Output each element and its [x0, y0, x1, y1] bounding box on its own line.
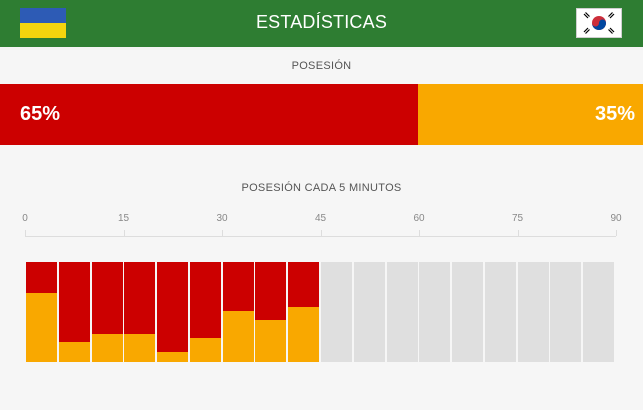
axis-tick	[124, 230, 125, 236]
away-possession-segment	[223, 311, 254, 362]
possession-interval-bar	[190, 262, 221, 362]
axis-tick	[25, 230, 26, 236]
axis-tick-label: 75	[511, 213, 524, 224]
home-possession-segment	[59, 262, 90, 342]
empty-interval-bar	[321, 262, 352, 362]
empty-interval-bar	[550, 262, 581, 362]
home-possession-segment	[26, 262, 57, 293]
possession-away-value: 35%	[594, 103, 635, 125]
axis-tick-label: 45	[314, 213, 327, 224]
empty-interval-bar	[387, 262, 418, 362]
possession-interval-bar	[255, 262, 286, 362]
possession-interval-bar	[223, 262, 254, 362]
ukraine-flag-icon	[20, 8, 66, 38]
possession-interval-bar	[92, 262, 123, 362]
empty-interval-bar	[583, 262, 614, 362]
possession-away-segment: 35%	[418, 84, 643, 145]
axis-tick-label: 0	[22, 213, 28, 224]
axis-tick-label: 30	[216, 213, 228, 224]
possession-home-value: 65%	[20, 103, 61, 125]
home-possession-segment	[157, 262, 188, 352]
axis-tick	[321, 230, 322, 236]
possession-interval-bar	[59, 262, 90, 362]
axis-tick	[419, 230, 420, 236]
axis-tick-label: 60	[413, 213, 425, 224]
possession-home-segment: 65%	[0, 84, 418, 145]
empty-interval-bar	[518, 262, 549, 362]
axis-tick	[616, 230, 617, 236]
away-possession-segment	[288, 307, 319, 362]
home-possession-segment	[223, 262, 254, 311]
axis-tick-label: 15	[117, 213, 130, 224]
away-possession-segment	[26, 293, 57, 362]
axis-line	[25, 236, 616, 237]
away-possession-segment	[255, 320, 286, 362]
possession-label: POSESIÓN	[291, 60, 352, 72]
possession-interval-bar	[124, 262, 155, 362]
away-possession-segment	[157, 352, 188, 362]
home-possession-segment	[288, 262, 319, 307]
possession-bar: 65% 35%	[0, 84, 643, 145]
possession-per-5-min-label: POSESIÓN CADA 5 MINUTOS	[241, 182, 402, 194]
south-korea-flag-icon	[576, 8, 622, 38]
empty-interval-bar	[485, 262, 516, 362]
away-possession-segment	[59, 342, 90, 362]
home-possession-segment	[92, 262, 123, 334]
home-possession-segment	[255, 262, 286, 320]
axis-tick	[518, 230, 519, 236]
empty-interval-bar	[419, 262, 450, 362]
empty-interval-bar	[354, 262, 385, 362]
away-possession-segment	[124, 334, 155, 362]
page-title: ESTADÍSTICAS	[255, 12, 388, 32]
possession-interval-bar	[288, 262, 319, 362]
stats-header: ESTADÍSTICAS	[0, 0, 643, 47]
home-possession-segment	[124, 262, 155, 334]
away-possession-segment	[92, 334, 123, 362]
possession-bars	[26, 262, 616, 362]
possession-interval-bar	[157, 262, 188, 362]
axis-tick-label: 90	[610, 213, 622, 224]
axis-tick	[222, 230, 223, 236]
away-possession-segment	[190, 338, 221, 362]
home-possession-segment	[190, 262, 221, 338]
possession-interval-bar	[26, 262, 57, 362]
empty-interval-bar	[452, 262, 483, 362]
